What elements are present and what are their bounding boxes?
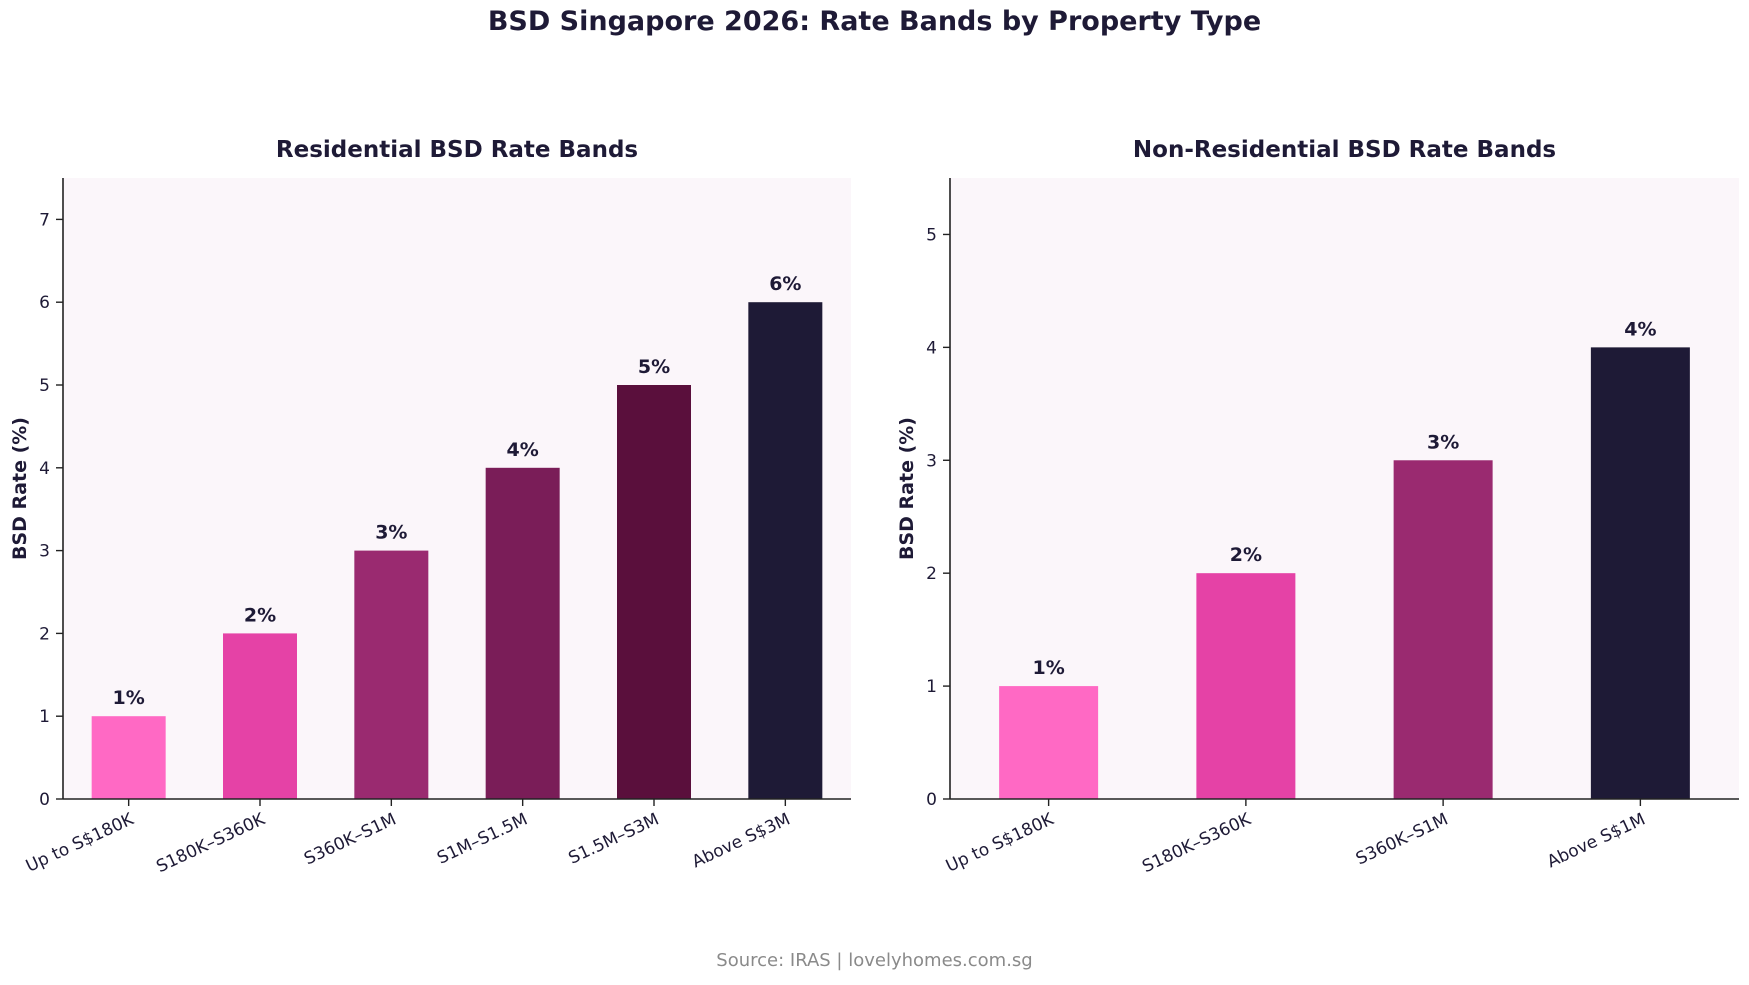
y-tick-label: 2 [926, 564, 937, 584]
residential-panel: Residential BSD Rate Bands BSD Rate (%) … [9, 137, 851, 877]
bar [354, 550, 429, 799]
x-category-label: S180K–S360K [153, 809, 269, 877]
y-tick-label: 7 [39, 210, 50, 230]
y-tick-label: 4 [39, 459, 50, 479]
x-category-label: S360K–S1M [301, 809, 399, 869]
y-tick-label: 1 [926, 677, 937, 697]
bar [223, 633, 297, 799]
y-axis-title: BSD Rate (%) [896, 417, 918, 560]
y-tick-label: 3 [39, 542, 50, 562]
bar-data-label: 2% [244, 604, 276, 626]
y-tick-label: 2 [39, 624, 50, 644]
plot-background [63, 178, 851, 799]
bar-data-label: 1% [113, 687, 145, 709]
x-category-label: S1.5M–S3M [565, 809, 662, 868]
y-tick-label: 0 [39, 790, 50, 810]
y-tick-label: 5 [39, 376, 50, 396]
bar [617, 385, 691, 799]
bar-data-label: 6% [769, 273, 801, 295]
x-category-label: Above S$3M [689, 809, 793, 872]
bar-data-label: 3% [1427, 431, 1459, 453]
y-axis-title: BSD Rate (%) [9, 417, 31, 560]
y-tick-label: 6 [39, 293, 50, 313]
bar-data-label: 4% [507, 439, 539, 461]
bar [1590, 347, 1690, 799]
bar [91, 716, 166, 799]
bar [748, 302, 823, 799]
bar-data-label: 5% [638, 356, 670, 378]
bar [485, 467, 560, 799]
bar-data-label: 2% [1230, 544, 1262, 566]
panel-title: Residential BSD Rate Bands [276, 137, 638, 163]
non-residential-panel: Non-Residential BSD Rate Bands BSD Rate … [896, 137, 1739, 877]
source-note: Source: IRAS | lovelyhomes.com.sg [716, 950, 1033, 971]
x-category-label: S180K–S360K [1139, 809, 1255, 877]
y-tick-label: 5 [926, 225, 937, 245]
bar [999, 686, 1099, 799]
x-category-label: Above S$1M [1544, 809, 1648, 872]
x-category-label: S360K–S1M [1353, 809, 1451, 869]
chart-suptitle: BSD Singapore 2026: Rate Bands by Proper… [487, 6, 1262, 37]
bar [1196, 573, 1296, 799]
y-tick-label: 1 [39, 707, 50, 727]
bar-data-label: 1% [1032, 657, 1064, 679]
x-category-label: Up to S$180K [943, 809, 1058, 877]
bar [1393, 460, 1493, 799]
y-tick-label: 0 [926, 790, 937, 810]
y-tick-label: 3 [926, 451, 937, 471]
y-tick-label: 4 [926, 338, 937, 358]
x-category-label: S1M–S1.5M [434, 809, 531, 868]
bar-data-label: 4% [1624, 318, 1656, 340]
panel-title: Non-Residential BSD Rate Bands [1133, 137, 1556, 163]
x-category-label: Up to S$180K [23, 809, 138, 877]
bar-data-label: 3% [375, 522, 407, 544]
